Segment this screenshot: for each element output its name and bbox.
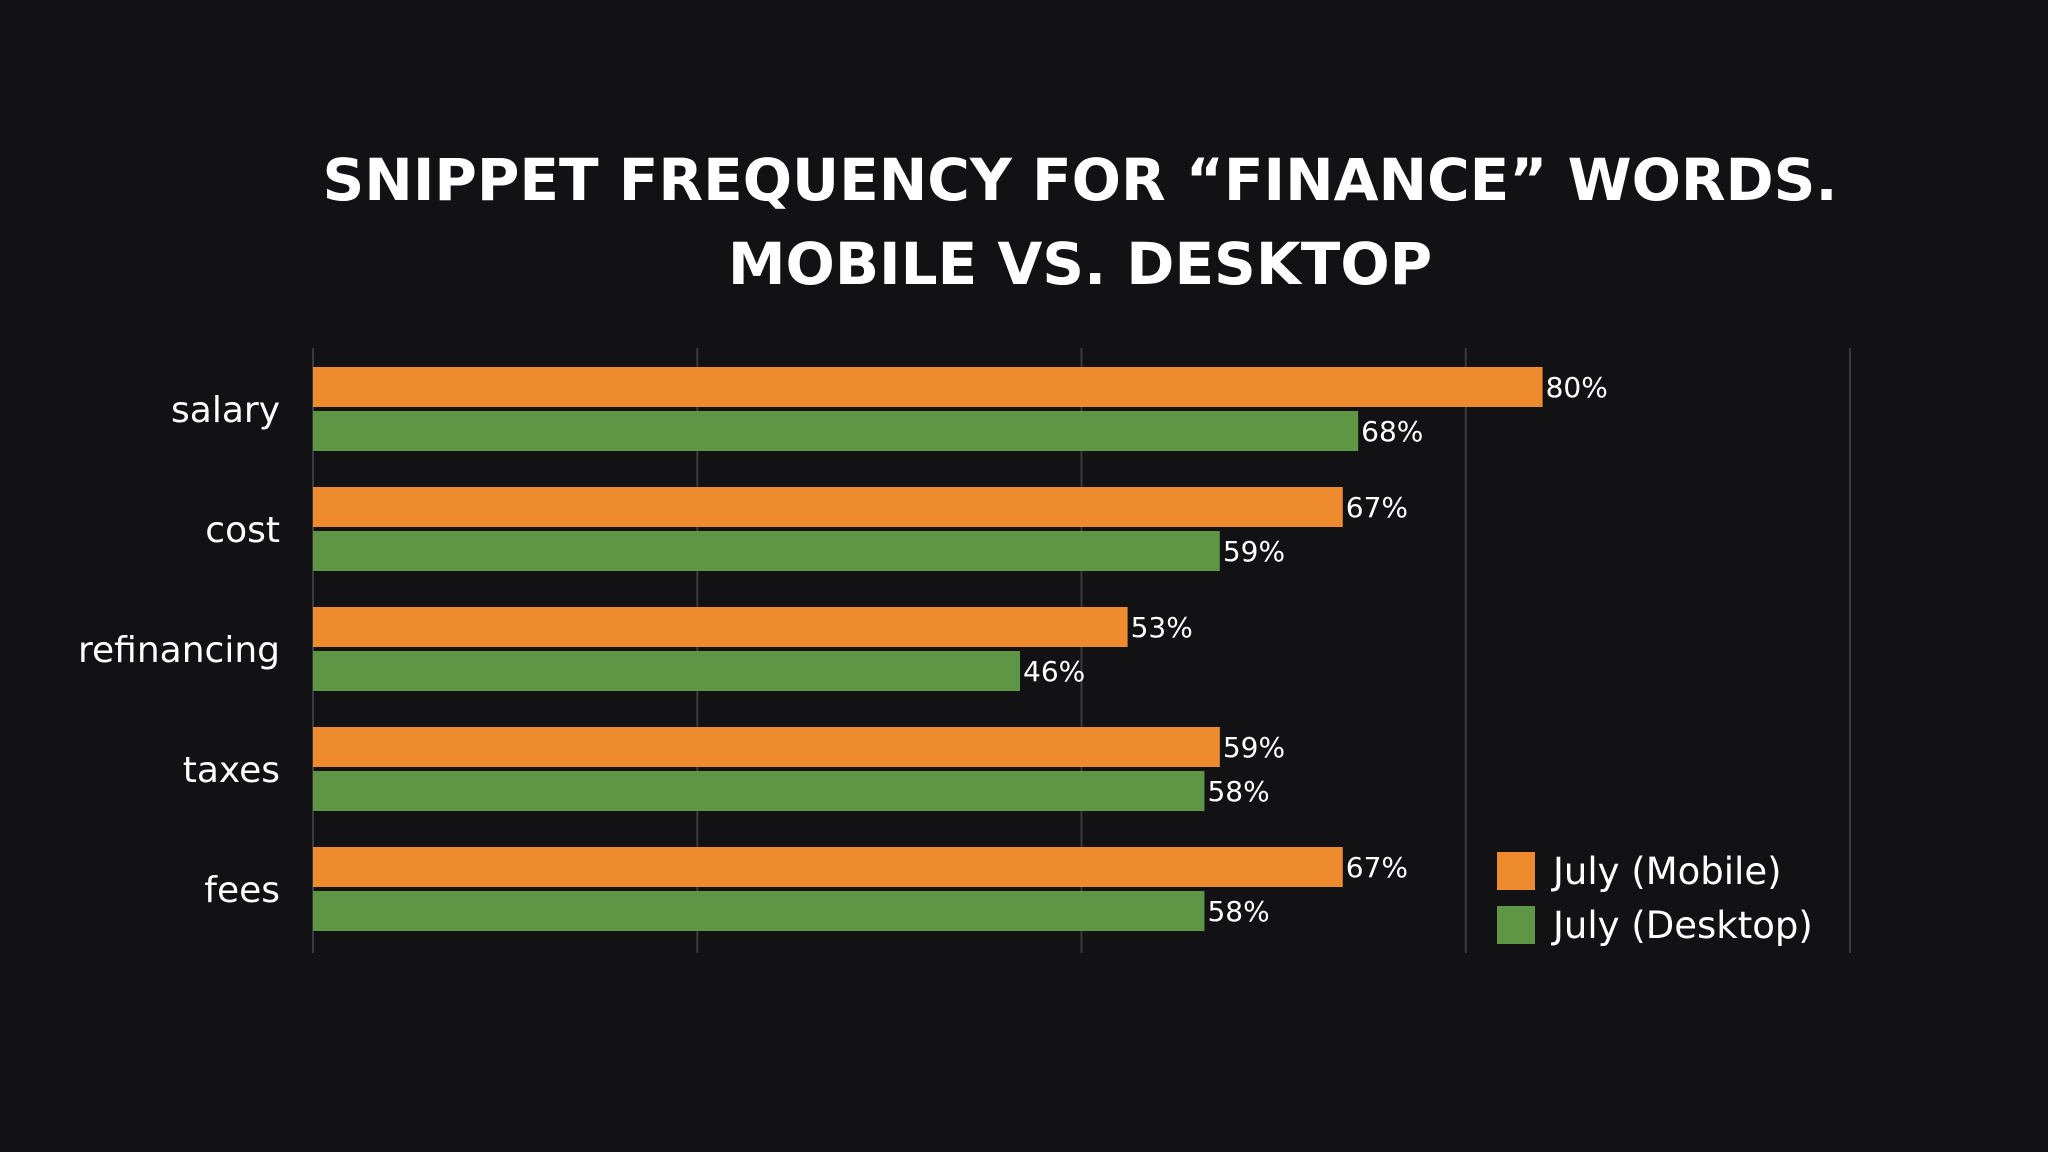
value-label-cost-desktop: 59% bbox=[1223, 535, 1285, 568]
bars bbox=[313, 367, 1543, 931]
legend-label-mobile: July (Mobile) bbox=[1551, 850, 1782, 893]
value-label-taxes-mobile: 59% bbox=[1223, 731, 1285, 764]
chart-title: SNIPPET FREQUENCY FOR “FINANCE” WORDS. M… bbox=[0, 138, 2048, 306]
value-label-cost-mobile: 67% bbox=[1346, 491, 1408, 524]
value-label-refinancing-mobile: 53% bbox=[1131, 611, 1193, 644]
value-label-salary-desktop: 68% bbox=[1361, 415, 1423, 448]
value-labels: 80% 68% 67% 59% 53% 46% 59% 58% 67% 58% bbox=[1023, 371, 1608, 928]
value-label-fees-mobile: 67% bbox=[1346, 851, 1408, 884]
legend-swatch-desktop bbox=[1497, 906, 1535, 944]
value-label-salary-mobile: 80% bbox=[1546, 371, 1608, 404]
bar-refinancing-mobile bbox=[313, 607, 1128, 647]
category-label-refinancing: refinancing bbox=[78, 630, 280, 671]
value-label-taxes-desktop: 58% bbox=[1207, 775, 1269, 808]
bar-salary-desktop bbox=[313, 411, 1359, 451]
bar-refinancing-desktop bbox=[313, 651, 1021, 691]
legend-swatch-mobile bbox=[1497, 852, 1535, 890]
bar-taxes-mobile bbox=[313, 727, 1220, 767]
category-label-salary: salary bbox=[171, 390, 280, 431]
bar-taxes-desktop bbox=[313, 771, 1205, 811]
value-label-refinancing-desktop: 46% bbox=[1023, 655, 1085, 688]
bar-salary-mobile bbox=[313, 367, 1543, 407]
value-label-fees-desktop: 58% bbox=[1207, 895, 1269, 928]
bar-fees-mobile bbox=[313, 847, 1343, 887]
bar-cost-desktop bbox=[313, 531, 1220, 571]
category-label-fees: fees bbox=[204, 870, 280, 911]
category-label-taxes: taxes bbox=[183, 750, 280, 791]
chart-title-line-1: SNIPPET FREQUENCY FOR “FINANCE” WORDS. bbox=[322, 146, 1838, 214]
bar-fees-desktop bbox=[313, 891, 1205, 931]
bar-cost-mobile bbox=[313, 487, 1343, 527]
chart-title-line-2: MOBILE VS. DESKTOP bbox=[727, 230, 1433, 298]
legend-label-desktop: July (Desktop) bbox=[1551, 904, 1813, 947]
legend: July (Mobile) July (Desktop) bbox=[1497, 850, 1813, 947]
category-label-cost: cost bbox=[205, 510, 280, 551]
category-labels: salary cost refinancing taxes fees bbox=[78, 390, 280, 911]
